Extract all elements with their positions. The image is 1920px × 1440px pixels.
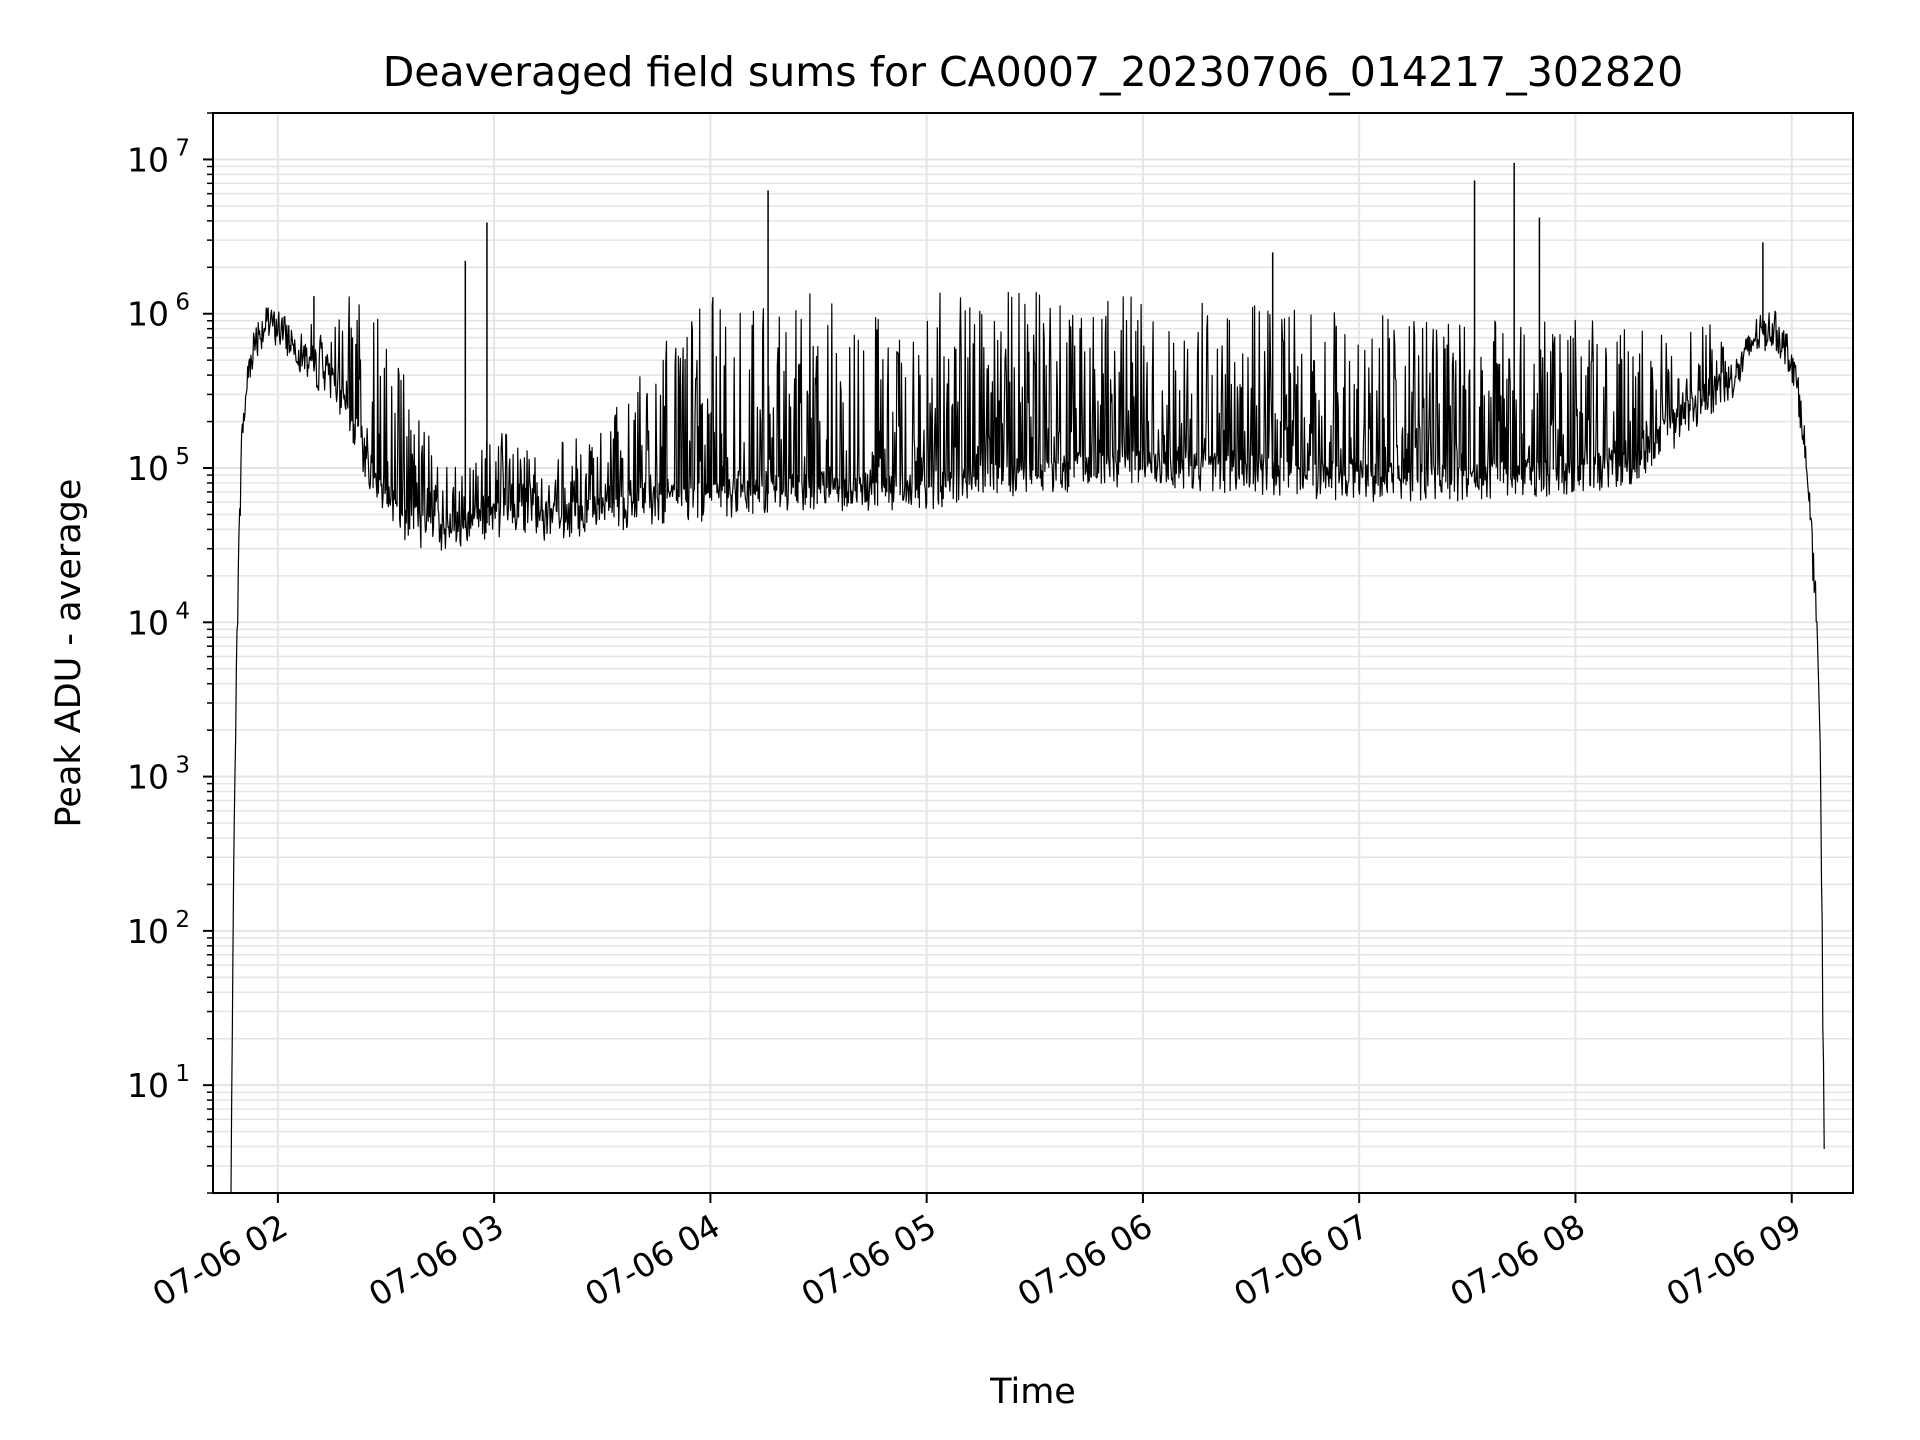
y-tick-exponent: 5 — [175, 444, 190, 470]
y-tick-label: 10 — [127, 449, 169, 488]
x-tick-label: 07-06 03 — [362, 1206, 510, 1314]
y-tick-label: 10 — [127, 1066, 169, 1105]
x-tick-label: 07-06 02 — [146, 1206, 294, 1314]
series-line — [230, 291, 1825, 1194]
y-tick-base: 10 — [127, 912, 169, 951]
plot-area — [230, 162, 1825, 1194]
y-tick-label: 10 — [127, 912, 169, 951]
y-tick-exponent: 1 — [175, 1061, 190, 1087]
chart-title: Deaveraged field sums for CA0007_2023070… — [383, 48, 1684, 96]
x-tick-label: 07-06 06 — [1011, 1206, 1159, 1314]
y-axis-label: Peak ADU - average — [49, 479, 89, 828]
x-tick-label: 07-06 08 — [1443, 1206, 1591, 1314]
y-tick-exponent: 4 — [175, 598, 190, 624]
y-tick-base: 10 — [127, 1066, 169, 1105]
y-tick-exponent: 2 — [175, 907, 190, 933]
y-tick-label: 10 — [127, 295, 169, 334]
x-tick-label: 07-06 04 — [578, 1206, 726, 1314]
x-tick-label: 07-06 05 — [795, 1206, 943, 1314]
plot-frame — [212, 112, 1854, 1194]
y-tick-base: 10 — [127, 449, 169, 488]
x-tick-label: 07-06 07 — [1227, 1206, 1375, 1314]
y-tick-base: 10 — [127, 758, 169, 797]
y-tick-label: 10 — [127, 140, 169, 179]
y-tick-base: 10 — [127, 295, 169, 334]
grid-lines — [213, 112, 1853, 1194]
y-tick-base: 10 — [127, 603, 169, 642]
y-tick-label: 10 — [127, 758, 169, 797]
y-tick-exponent: 6 — [175, 290, 190, 316]
y-tick-label: 10 — [127, 603, 169, 642]
x-tick-label: 07-06 09 — [1660, 1206, 1808, 1314]
y-tick-base: 10 — [127, 140, 169, 179]
x-axis-label: Time — [989, 1372, 1076, 1412]
y-tick-exponent: 7 — [175, 135, 190, 161]
y-tick-exponent: 3 — [175, 753, 190, 779]
